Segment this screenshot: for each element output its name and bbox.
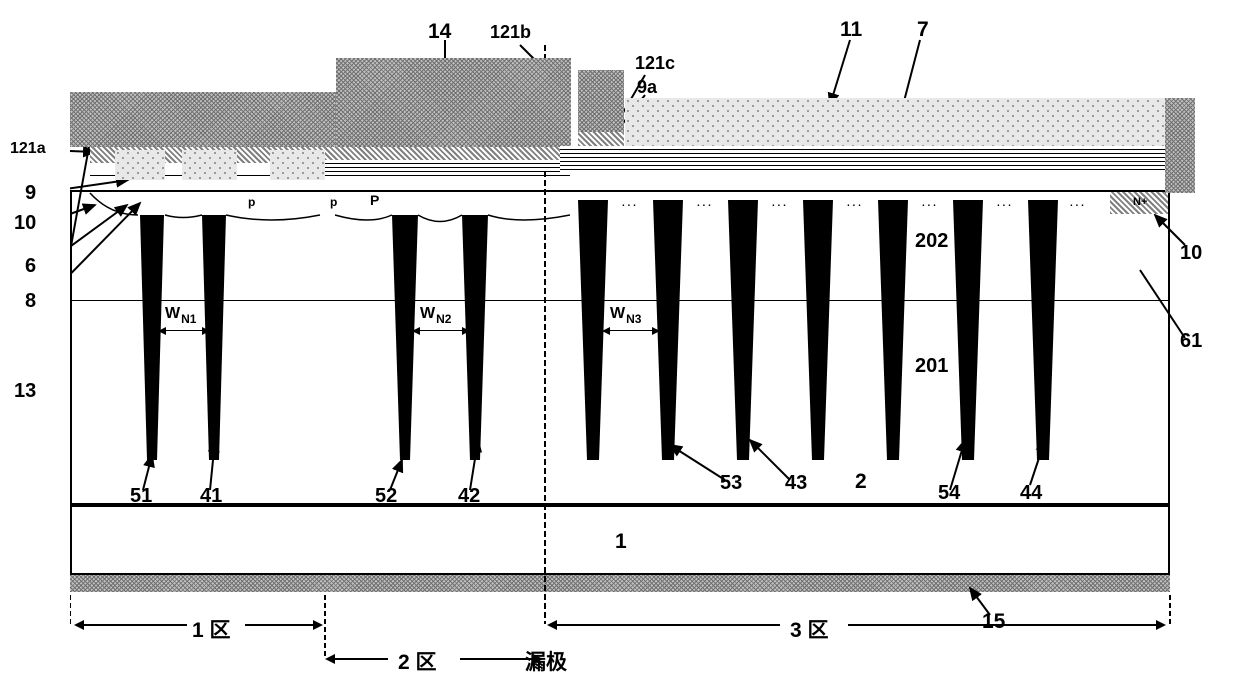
p-label-big: P xyxy=(370,192,379,208)
label-51: 51 xyxy=(130,485,152,508)
dots-7: . . . xyxy=(1070,198,1084,209)
epi-boundary-line xyxy=(70,300,1170,301)
label-121b: 121b xyxy=(490,22,531,43)
zone3-label: 3 区 xyxy=(790,614,829,644)
label-41: 41 xyxy=(200,485,222,508)
dots-3: . . . xyxy=(772,198,786,209)
wn2-label: WN2 xyxy=(420,305,450,323)
pwell-curves xyxy=(70,20,570,240)
region-201-label: 201 xyxy=(915,355,948,378)
dots-1: . . . xyxy=(622,198,636,209)
dots-4: . . . xyxy=(847,198,861,209)
zone1-arrow-right xyxy=(245,624,315,626)
label-43: 43 xyxy=(785,472,807,495)
drain-label: 漏极 xyxy=(525,646,567,676)
field-plate-11 xyxy=(625,98,1165,146)
label-6: 6 xyxy=(25,255,36,278)
cross-section-diagram: 1 xyxy=(70,20,1200,670)
wn1-dim xyxy=(164,330,204,331)
zone3-arrow-left xyxy=(555,624,780,626)
wn1-label: WN1 xyxy=(165,305,195,323)
label-10: 10 xyxy=(14,212,36,235)
backside-metal-15 xyxy=(70,575,1170,592)
wn3-dim xyxy=(608,330,654,331)
label-10-right: 10 xyxy=(1180,242,1202,265)
label-2: 2 xyxy=(855,470,867,494)
label-9: 9 xyxy=(25,182,36,205)
substrate-label: 1 xyxy=(615,530,627,554)
region-202-label: 202 xyxy=(915,230,948,253)
label-61: 61 xyxy=(1180,330,1202,353)
dots-6: . . . xyxy=(997,198,1011,209)
p-label-1: p xyxy=(248,195,255,209)
ild-121b xyxy=(578,70,624,132)
label-121a: 121a xyxy=(10,140,46,158)
label-11: 11 xyxy=(840,18,862,42)
p-label-2: p xyxy=(330,195,337,209)
zone2-arrow-left xyxy=(333,658,388,660)
label-42: 42 xyxy=(458,485,480,508)
label-9a: 9a xyxy=(637,77,657,98)
dots-5: . . . xyxy=(922,198,936,209)
label-8: 8 xyxy=(25,290,36,313)
metal-over-nplus xyxy=(1165,98,1195,193)
ild-121c xyxy=(578,132,624,146)
label-15: 15 xyxy=(982,610,1005,634)
label-14: 14 xyxy=(428,20,451,44)
label-52: 52 xyxy=(375,485,397,508)
label-121c: 121c xyxy=(635,53,675,74)
label-53: 53 xyxy=(720,472,742,495)
label-54: 54 xyxy=(938,482,960,505)
label-7: 7 xyxy=(917,18,929,42)
zone2-label: 2 区 xyxy=(398,646,437,676)
dielectric-7 xyxy=(560,146,1165,170)
dots-2: . . . xyxy=(697,198,711,209)
zone2-arrow-right xyxy=(460,658,535,660)
wn3-label: WN3 xyxy=(610,305,640,323)
wn2-dim xyxy=(418,330,464,331)
label-13: 13 xyxy=(14,380,36,403)
label-44: 44 xyxy=(1020,482,1042,505)
zone1-label: 1 区 xyxy=(192,614,231,644)
label-nplus: N+ xyxy=(1133,196,1147,208)
zone1-arrow-left xyxy=(82,624,187,626)
